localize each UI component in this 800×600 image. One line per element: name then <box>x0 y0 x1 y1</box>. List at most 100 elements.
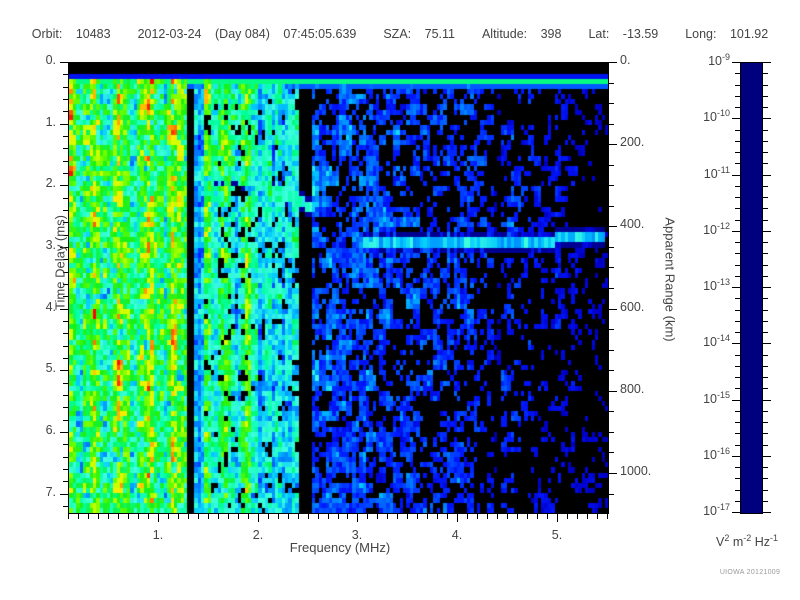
colorbar-tick <box>732 62 740 63</box>
axis-tick <box>63 407 68 408</box>
y-axis-tick-label-left: 7. <box>45 485 56 499</box>
axis-tick <box>597 514 598 519</box>
axis-tick <box>178 514 179 519</box>
altitude-label: Altitude: <box>481 27 528 41</box>
colorbar-minor-tick <box>735 321 740 322</box>
colorbar-tick <box>732 231 740 232</box>
axis-tick <box>63 321 68 322</box>
axis-tick <box>63 457 68 458</box>
axis-tick <box>228 514 229 519</box>
axis-tick <box>609 185 614 186</box>
x-axis-tick-label: 3. <box>351 528 363 542</box>
sza-value: 75.11 <box>424 27 455 41</box>
axis-tick <box>298 514 299 519</box>
axis-tick <box>517 514 518 519</box>
observation-time: 07:45:05.639 <box>283 27 357 41</box>
axis-tick <box>60 370 68 371</box>
colorbar-minor-tick <box>763 197 768 198</box>
colorbar-minor-tick <box>735 265 740 266</box>
y-axis-tick-label-right: 400. <box>620 217 645 231</box>
colorbar-minor-tick <box>735 355 740 356</box>
colorbar-tick-label: 10-17 <box>703 502 730 519</box>
colorbar-minor-tick <box>763 130 768 131</box>
axis-tick <box>609 83 614 84</box>
axis-tick <box>507 514 508 519</box>
colorbar-minor-tick <box>735 433 740 434</box>
colorbar-tick <box>763 456 771 457</box>
colorbar-minor-tick <box>735 332 740 333</box>
colorbar <box>740 62 763 514</box>
colorbar-minor-tick <box>763 298 768 299</box>
colorbar-minor-tick <box>763 366 768 367</box>
colorbar-minor-tick <box>735 377 740 378</box>
axis-tick <box>60 62 68 63</box>
colorbar-tick <box>763 118 771 119</box>
axis-tick <box>128 514 129 519</box>
longitude-label: Long: <box>685 27 717 41</box>
axis-tick <box>427 514 428 519</box>
axis-tick <box>63 222 68 223</box>
ionogram-spectrogram-panel <box>68 62 609 514</box>
axis-tick <box>609 452 614 453</box>
axis-tick <box>407 514 408 519</box>
colorbar-unit-label: V2 m-2 Hz-1 <box>694 533 800 549</box>
axis-tick <box>609 124 614 125</box>
colorbar-minor-tick <box>763 242 768 243</box>
axis-tick <box>609 350 614 351</box>
colorbar-minor-tick <box>763 73 768 74</box>
axis-tick <box>68 514 69 519</box>
unit-hertz-exponent: -1 <box>770 533 779 543</box>
colorbar-minor-tick <box>763 411 768 412</box>
axis-tick <box>63 272 68 273</box>
axis-tick <box>377 514 378 519</box>
colorbar-minor-tick <box>735 490 740 491</box>
axis-tick <box>148 514 149 519</box>
colorbar-minor-tick <box>763 388 768 389</box>
axis-tick <box>168 514 169 519</box>
colorbar-minor-tick <box>763 152 768 153</box>
axis-tick <box>63 136 68 137</box>
axis-tick <box>607 514 608 519</box>
colorbar-tick <box>732 118 740 119</box>
x-axis-tick-label: 4. <box>451 528 463 542</box>
colorbar-minor-tick <box>763 141 768 142</box>
axis-tick <box>609 247 614 248</box>
colorbar-minor-tick <box>735 141 740 142</box>
axis-tick <box>63 333 68 334</box>
sza-label: SZA: <box>383 27 412 41</box>
colorbar-tick <box>732 400 740 401</box>
x-axis-title: Frequency (MHz) <box>289 540 391 555</box>
colorbar-minor-tick <box>735 388 740 389</box>
axis-tick <box>577 514 578 519</box>
axis-tick <box>609 411 614 412</box>
colorbar-minor-tick <box>735 152 740 153</box>
axis-tick <box>63 111 68 112</box>
institution-watermark: UIOWA 20121009 <box>719 569 781 576</box>
colorbar-minor-tick <box>763 186 768 187</box>
axis-tick <box>60 247 68 248</box>
colorbar-minor-tick <box>735 96 740 97</box>
axis-tick <box>60 185 68 186</box>
axis-tick <box>63 506 68 507</box>
axis-tick <box>609 206 614 207</box>
colorbar-minor-tick <box>735 208 740 209</box>
axis-tick <box>60 309 68 310</box>
axis-tick <box>63 420 68 421</box>
longitude-value: 101.92 <box>729 27 769 41</box>
axis-tick <box>338 514 339 519</box>
axis-tick <box>108 514 109 519</box>
axis-tick <box>118 514 119 519</box>
y-axis-title-left: Time Delay (ms) <box>52 215 68 310</box>
axis-tick <box>268 514 269 519</box>
axis-tick <box>609 432 614 433</box>
colorbar-minor-tick <box>735 242 740 243</box>
colorbar-minor-tick <box>735 253 740 254</box>
colorbar-tick <box>732 175 740 176</box>
axis-tick <box>138 514 139 519</box>
axis-tick <box>318 514 319 519</box>
colorbar-minor-tick <box>763 265 768 266</box>
axis-tick <box>198 514 199 519</box>
colorbar-minor-tick <box>735 130 740 131</box>
colorbar-minor-tick <box>763 85 768 86</box>
axis-tick <box>63 259 68 260</box>
